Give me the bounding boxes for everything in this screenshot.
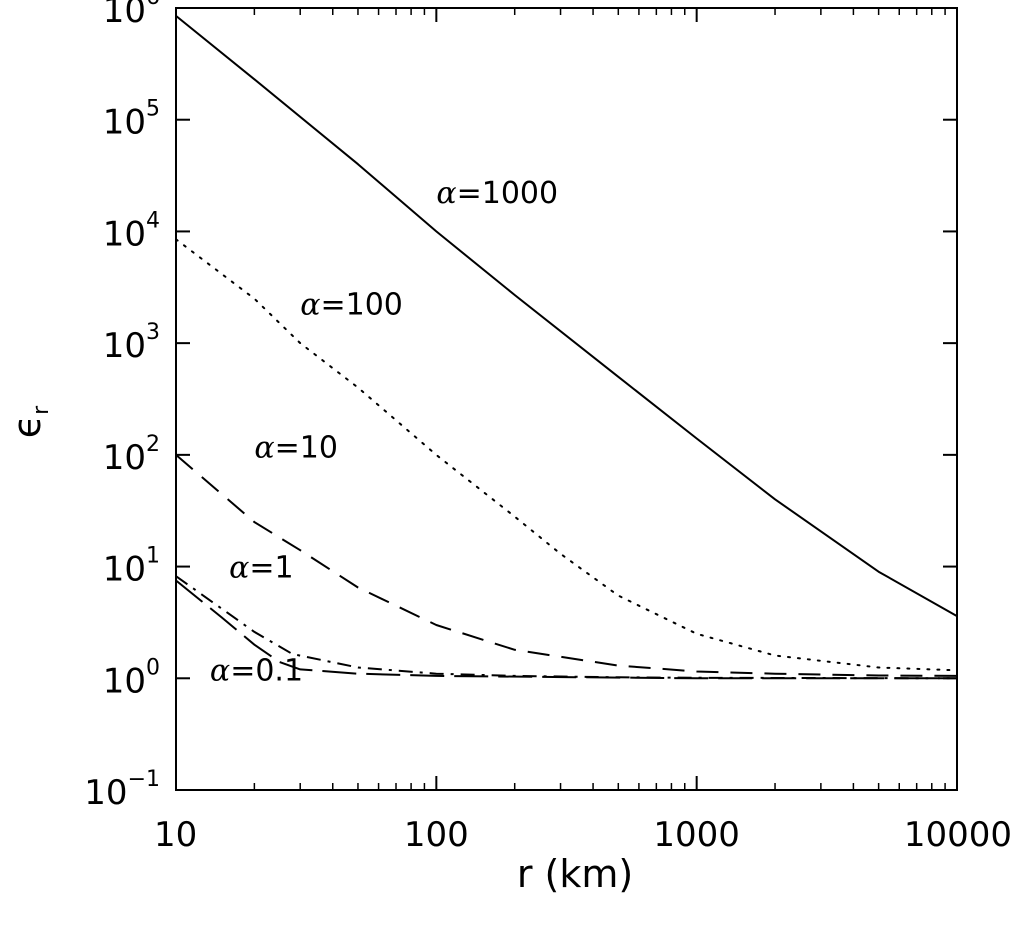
y-tick-label: 101 bbox=[103, 544, 160, 590]
y-tick-label: 10−1 bbox=[84, 767, 160, 813]
y-tick-label: 103 bbox=[103, 320, 160, 366]
y-tick-labels: 10−1 100 101 102 103 104 105 106 bbox=[84, 0, 160, 813]
series-labels: α=1000 α=100 α=10 α=1 α=0.1 bbox=[210, 176, 558, 688]
series-label-3: α=1 bbox=[229, 550, 293, 585]
y-axis-title-main: ϵ bbox=[5, 415, 49, 438]
y-axis-title: ϵr bbox=[5, 405, 54, 438]
y-tick-label: 104 bbox=[103, 208, 160, 254]
series-line-2 bbox=[175, 454, 958, 677]
series-label-2: α=10 bbox=[254, 430, 338, 465]
y-tick-label: 100 bbox=[103, 655, 160, 701]
plot-frame bbox=[175, 7, 958, 791]
y-axis-title-sub: r bbox=[29, 405, 54, 415]
series-lines bbox=[175, 15, 958, 680]
x-tick-label: 10 bbox=[154, 815, 197, 855]
y-tick-label: 106 bbox=[103, 0, 160, 31]
x-tick-label: 10000 bbox=[904, 815, 1012, 855]
x-axis-title: r (km) bbox=[517, 852, 633, 896]
series-line-3 bbox=[175, 575, 958, 680]
y-tick-label: 105 bbox=[103, 97, 160, 143]
series-line-1 bbox=[175, 238, 958, 672]
series-label-4: α=0.1 bbox=[210, 653, 303, 688]
y-tick-label: 102 bbox=[103, 432, 160, 478]
series-line-0 bbox=[175, 15, 958, 617]
x-tick-labels: 10 100 1000 10000 bbox=[154, 815, 1012, 855]
series-line-4 bbox=[175, 579, 957, 680]
x-tick-label: 1000 bbox=[653, 815, 740, 855]
axis-ticks bbox=[175, 7, 958, 791]
series-label-1: α=100 bbox=[300, 288, 403, 323]
x-tick-label: 100 bbox=[404, 815, 469, 855]
series-label-0: α=1000 bbox=[436, 176, 558, 211]
